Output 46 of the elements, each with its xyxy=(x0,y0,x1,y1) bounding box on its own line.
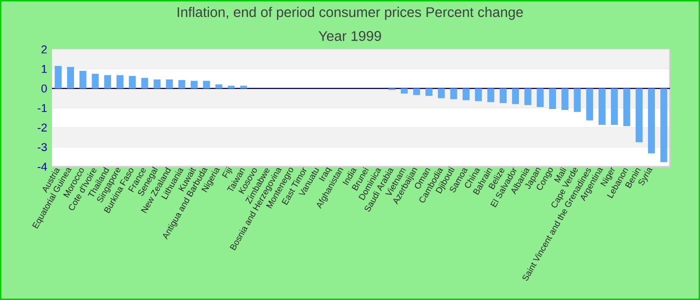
bar xyxy=(203,80,210,88)
bar xyxy=(104,75,112,88)
chart-subtitle: Year 1999 xyxy=(318,31,381,41)
y-tick-label: -2 xyxy=(38,124,47,132)
bar xyxy=(524,88,532,106)
bar xyxy=(128,76,136,88)
bar xyxy=(586,88,594,120)
bar xyxy=(610,88,618,125)
bar xyxy=(141,78,148,88)
chart-title: Inflation, end of period consumer prices Percent change xyxy=(178,6,523,20)
y-tick-label: -3 xyxy=(38,143,47,152)
y-tick-label: 0 xyxy=(41,84,47,92)
bar xyxy=(154,79,161,88)
bar xyxy=(413,88,420,96)
bar xyxy=(536,88,544,108)
bar xyxy=(240,86,248,88)
bar xyxy=(116,75,124,88)
bar xyxy=(549,88,556,109)
y-tick-label: 2 xyxy=(42,45,47,54)
bar xyxy=(512,88,519,104)
bar xyxy=(54,66,62,88)
bar xyxy=(648,88,655,154)
bar xyxy=(623,88,630,126)
bar xyxy=(79,70,86,88)
bar xyxy=(190,80,198,88)
bar xyxy=(462,88,470,100)
bar xyxy=(474,88,482,102)
bar xyxy=(166,79,173,88)
bar xyxy=(67,66,74,88)
bar xyxy=(500,88,507,104)
bar xyxy=(574,88,581,112)
bar xyxy=(215,84,222,88)
bar xyxy=(178,80,186,88)
bar xyxy=(426,88,432,96)
bar xyxy=(438,88,445,98)
bar xyxy=(660,88,668,162)
bar xyxy=(450,88,458,100)
bar xyxy=(92,74,99,88)
bar xyxy=(487,88,494,102)
y-tick-label: 1 xyxy=(42,64,47,73)
y-tick-label: -1 xyxy=(38,104,47,112)
bar xyxy=(228,86,235,88)
bar xyxy=(598,88,606,125)
bar xyxy=(636,88,643,142)
bar xyxy=(561,88,568,110)
bar xyxy=(400,88,408,94)
